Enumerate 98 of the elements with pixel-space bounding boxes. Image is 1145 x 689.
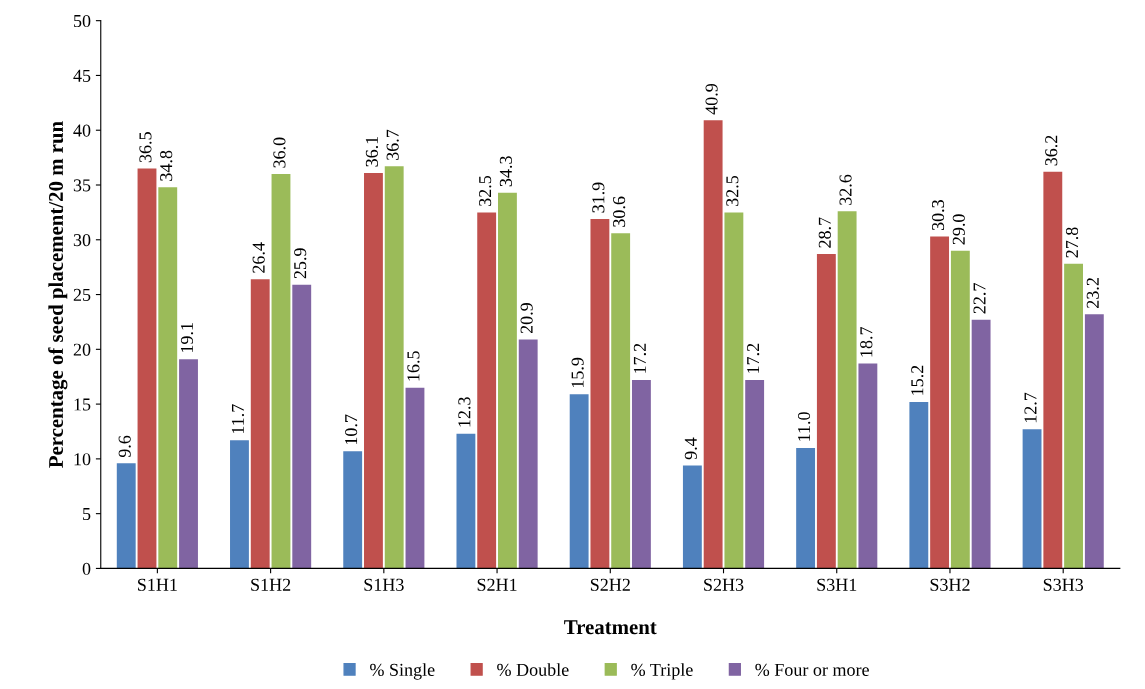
x-tick-label: S2H3 [704,578,744,591]
data-label: 12.3 [458,397,471,427]
data-label: 32.6 [839,174,852,205]
bar [1022,429,1042,569]
y-tick-label: 45 [73,69,91,82]
data-label: 18.7 [860,326,873,357]
data-label: 31.9 [592,182,605,213]
bar [1043,171,1063,569]
data-label: 9.6 [118,435,131,458]
y-tick-label: 20 [73,343,91,356]
data-label: 36.0 [273,137,286,168]
bar [909,401,929,569]
bar [137,168,157,569]
bar [250,279,270,569]
bar [971,319,991,569]
data-label: 12.7 [1024,392,1037,423]
bar [590,218,610,569]
bar [611,233,631,569]
x-tick-label: S3H3 [1043,578,1084,591]
data-label: 27.8 [1065,227,1079,258]
y-tick-label: 10 [74,453,91,466]
y-axis-title: Percentage of seed placement/20 m run [48,121,68,468]
bar [703,120,723,569]
x-tick-label: S3H2 [930,578,970,591]
y-tick-label: 30 [73,234,91,247]
data-label: 36.5 [139,132,152,163]
data-label: 32.5 [479,175,492,206]
data-label: 34.8 [160,150,173,181]
bar [837,211,857,569]
x-tick-label: S1H1 [138,578,177,591]
bar [364,172,383,569]
bar [158,187,178,569]
bar [116,463,136,569]
data-label: 28.7 [818,217,831,248]
data-label: 11.7 [231,404,245,434]
x-tick-label: S2H1 [477,578,517,591]
data-label: 17.2 [633,343,647,373]
bar [796,447,816,569]
y-tick-label: 50 [74,14,91,28]
data-label: 26.4 [252,242,265,273]
bar [405,387,425,569]
bar [292,284,312,569]
legend-label: % Four or more [755,663,869,676]
data-label: 36.7 [386,129,399,160]
data-label: 22.7 [973,283,986,314]
data-label: 15.2 [911,365,924,395]
data-label: 20.9 [520,303,533,334]
data-label: 30.6 [613,196,626,227]
bar [724,212,744,569]
data-label: 30.3 [931,200,945,231]
data-label: 23.2 [1086,278,1099,308]
x-tick-label: S1H2 [251,578,291,591]
bar [745,380,765,569]
bar [477,212,497,569]
y-tick-label: 0 [82,562,91,575]
bar [1064,263,1084,569]
bar [271,174,291,569]
legend-label: % Single [370,663,435,680]
bar [384,166,404,569]
bar [498,192,517,569]
y-tick-label: 5 [83,508,91,521]
y-tick-label: 25 [73,288,91,301]
data-label: 29.0 [952,214,965,245]
data-label: 19.1 [180,323,194,353]
bar [682,465,702,569]
bar [1084,314,1104,569]
data-label: 34.3 [499,156,513,187]
x-axis-title: Treatment [564,620,657,635]
data-label: 16.5 [407,351,420,381]
bar [343,451,363,569]
data-label: 36.2 [1045,135,1058,166]
data-label: 9.4 [684,437,697,460]
bar [518,339,538,569]
y-tick-label: 15 [74,398,91,411]
bar [456,433,476,569]
data-label: 40.9 [705,83,718,115]
x-tick-label: S1H3 [364,578,404,591]
y-tick-label: 35 [73,179,91,192]
bar [858,363,878,569]
data-label: 11.0 [797,412,811,441]
data-label: 36.1 [365,136,379,167]
legend-label: % Triple [631,663,693,680]
bar [230,440,249,569]
data-label: 25.9 [294,248,307,279]
bar [816,254,836,569]
bar [631,380,651,569]
bar [950,250,970,569]
legend-label: % Double [497,663,569,676]
x-tick-label: S3H1 [817,578,857,591]
bar [930,236,950,569]
bar [569,394,589,569]
data-label: 17.2 [747,343,760,373]
data-label: 32.5 [726,175,739,206]
bar [179,359,198,569]
data-label: 10.7 [345,414,358,445]
y-tick-label: 40 [73,124,91,137]
x-tick-label: S2H2 [590,578,630,591]
data-label: 15.9 [571,357,584,388]
